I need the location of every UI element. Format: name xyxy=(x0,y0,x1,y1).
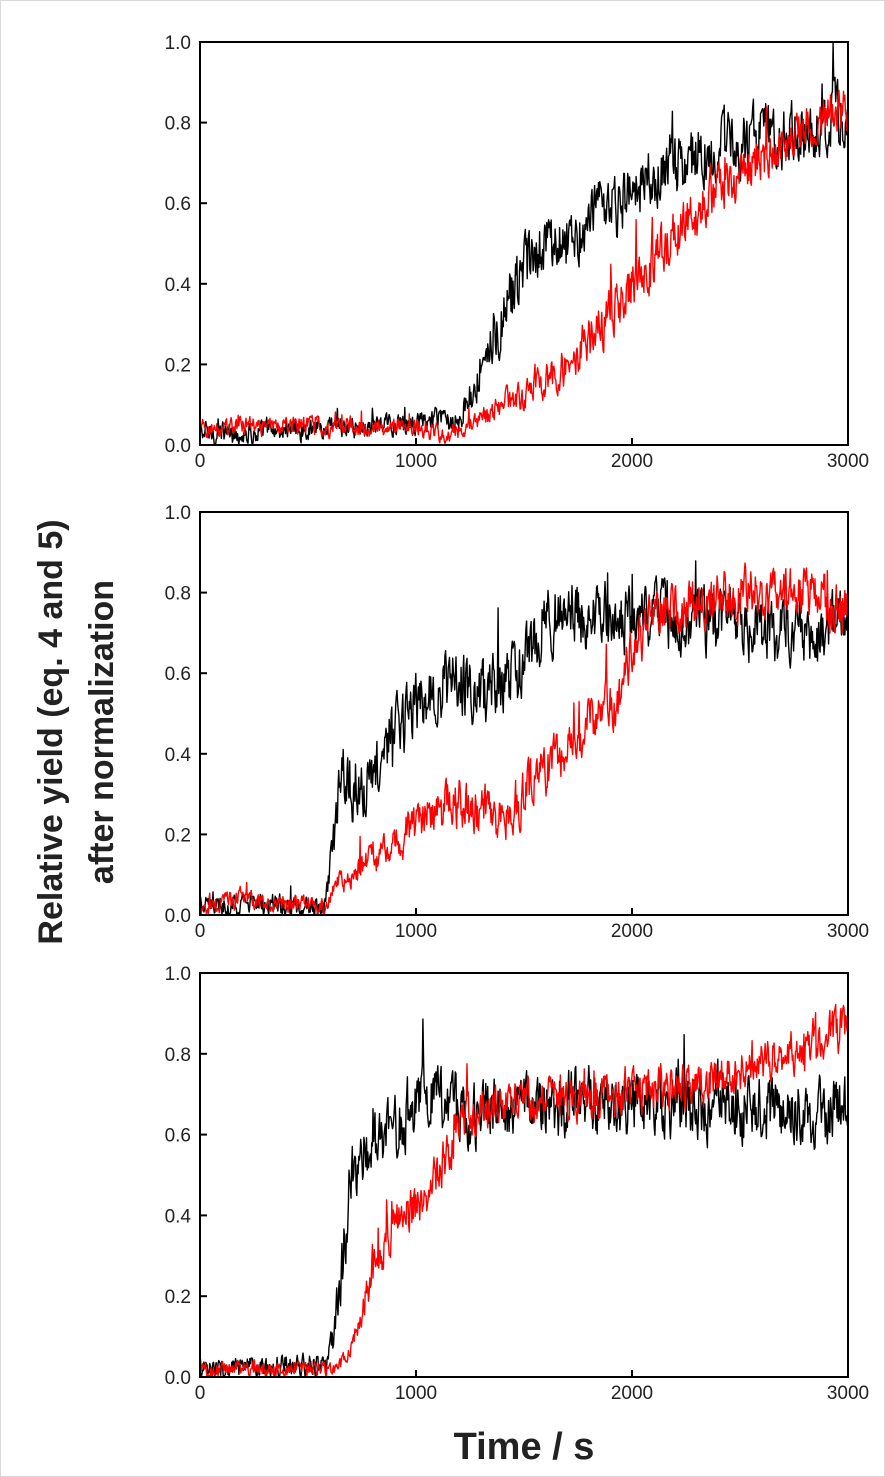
panel-3-x-tick-label: 0 xyxy=(195,1383,206,1404)
panel-3-y-tick-label: 0.0 xyxy=(165,1368,191,1389)
panel-2-y-tick-label: 0.0 xyxy=(165,906,191,927)
panel-3-x-tick-label: 1000 xyxy=(395,1383,437,1404)
panel-3-y-tick-label: 1.0 xyxy=(165,964,191,985)
panel-2-y-tick-label: 1.0 xyxy=(165,503,191,524)
panel-1-x-tick-label: 2000 xyxy=(611,451,653,472)
panel-1-x-tick-label: 0 xyxy=(195,451,206,472)
panel-1-y-tick-label: 0.8 xyxy=(165,114,191,135)
panel-2-y-tick-label: 0.8 xyxy=(165,584,191,605)
panel-3-y-tick-label: 0.2 xyxy=(165,1287,191,1308)
panel-2-series-red-line xyxy=(200,562,848,915)
panel-2-x-tick-label: 3000 xyxy=(827,921,869,942)
panel-3-frame xyxy=(199,972,849,1378)
panel-3-y-tick-label: 0.8 xyxy=(165,1045,191,1066)
panel-2: 0 1000 2000 3000 0.0 0.2 0.4 0.6 0.8 1.0 xyxy=(165,503,870,942)
panel-3-series-red-line xyxy=(200,1003,848,1377)
panel-1: 0 1000 2000 3000 0.0 0.2 0.4 0.6 0.8 1.0 xyxy=(165,33,870,472)
panel-2-frame xyxy=(199,511,849,916)
panel-3-y-tick-label: 0.4 xyxy=(165,1206,192,1227)
panel-2-y-tick-label: 0.4 xyxy=(165,745,192,766)
panel-2-x-tick-label: 1000 xyxy=(395,921,437,942)
y-axis-title-line1: Relative yield (eq. 4 and 5) xyxy=(32,519,70,944)
panel-2-x-tick-label: 2000 xyxy=(611,921,653,942)
panels: 0 1000 2000 3000 0.0 0.2 0.4 0.6 0.8 1.0 0 1000 2000… xyxy=(165,33,870,1404)
x-axis-title: Time / s xyxy=(454,1426,595,1468)
panel-3-series-black-line xyxy=(200,1018,848,1377)
panel-1-y-tick-label: 0.2 xyxy=(165,355,191,376)
panel-1-y-tick-label: 0.0 xyxy=(165,436,191,457)
panel-1-y-tick-label: 0.6 xyxy=(165,194,191,215)
y-axis-title-line2: after normalization xyxy=(83,580,121,884)
panel-1-y-tick-label: 1.0 xyxy=(165,33,191,54)
panel-1-series-red-line xyxy=(200,89,848,445)
panel-1-x-tick-label: 3000 xyxy=(827,451,869,472)
panel-2-y-tick-label: 0.2 xyxy=(165,825,191,846)
panel-3-x-tick-label: 3000 xyxy=(827,1383,869,1404)
panel-2-y-tick-label: 0.6 xyxy=(165,664,191,685)
panel-1-frame xyxy=(199,41,849,446)
panel-1-x-tick-label: 1000 xyxy=(395,451,437,472)
panel-1-y-tick-label: 0.4 xyxy=(165,275,192,296)
panel-3: 0 1000 2000 3000 0.0 0.2 0.4 0.6 0.8 1.0 xyxy=(165,964,870,1404)
panel-3-y-tick-label: 0.6 xyxy=(165,1126,191,1147)
panel-3-x-tick-label: 2000 xyxy=(611,1383,653,1404)
panel-2-x-tick-label: 0 xyxy=(195,921,206,942)
